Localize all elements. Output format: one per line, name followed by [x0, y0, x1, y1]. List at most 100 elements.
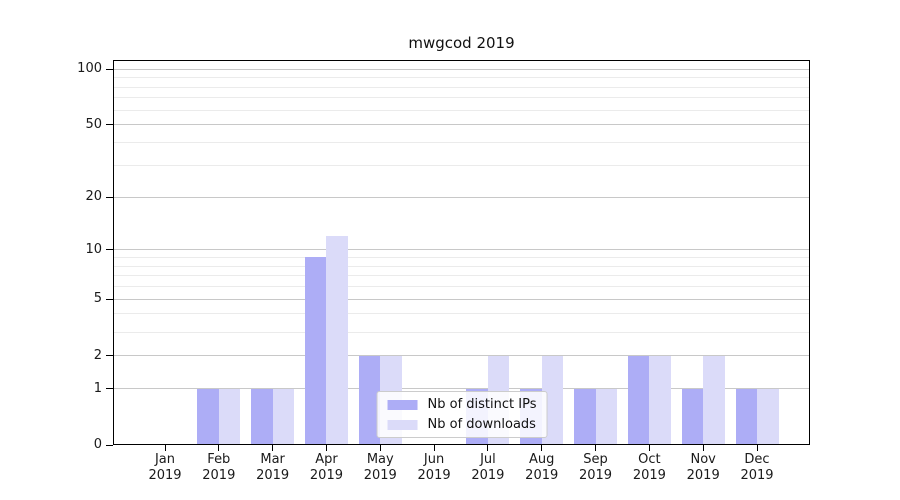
x-tick-year: 2019	[471, 468, 505, 483]
x-tick-label-feb: Feb 2019	[187, 452, 251, 484]
gridline-50	[113, 124, 810, 126]
gridline-6	[113, 286, 810, 288]
legend: Nb of distinct IPs Nb of downloads	[376, 391, 548, 438]
y-tick-label-1: 1	[93, 380, 102, 396]
bar-nb-of-distinct-ips-nov	[681, 388, 704, 445]
legend-item-downloads: Nb of downloads	[387, 417, 537, 432]
legend-label-downloads: Nb of downloads	[427, 417, 536, 432]
bar-nb-of-downloads-apr	[326, 236, 348, 445]
gridline-70	[113, 97, 810, 99]
gridline-40	[113, 142, 810, 144]
x-tick-label-jan: Jan 2019	[133, 452, 197, 484]
y-tick-label-10: 10	[85, 241, 102, 257]
gridline-5	[113, 298, 810, 300]
gridline-8	[113, 265, 810, 267]
x-tick-year: 2019	[417, 468, 451, 483]
x-tick-mark-aug	[541, 445, 543, 451]
x-tick-mark-oct	[648, 445, 650, 451]
bar-nb-of-distinct-ips-apr	[304, 257, 327, 445]
y-tick-label-20: 20	[85, 189, 102, 205]
legend-swatch-downloads	[387, 419, 418, 430]
bar-nb-of-downloads-feb	[218, 388, 241, 445]
x-tick-mark-jul	[487, 445, 489, 451]
x-tick-label-jul: Jul 2019	[456, 452, 520, 484]
gridline-100	[113, 68, 810, 70]
y-tick-mark-10	[106, 249, 113, 251]
y-tick-label-5: 5	[93, 291, 102, 307]
legend-swatch-distinct-ips	[387, 399, 418, 410]
gridline-80	[113, 86, 810, 88]
x-tick-year: 2019	[202, 468, 236, 483]
x-tick-label-nov: Nov 2019	[671, 452, 735, 484]
x-tick-year: 2019	[686, 468, 720, 483]
x-tick-month: Dec	[744, 452, 770, 467]
x-tick-mark-nov	[702, 445, 704, 451]
x-tick-month: Jul	[480, 452, 496, 467]
x-tick-mark-jun	[433, 445, 435, 451]
gridline-9	[113, 256, 810, 258]
x-tick-mark-sep	[595, 445, 597, 451]
x-tick-month: Sep	[583, 452, 608, 467]
x-tick-month: May	[366, 452, 394, 467]
x-tick-year: 2019	[632, 468, 666, 483]
bar-nb-of-distinct-ips-dec	[735, 388, 757, 445]
gridline-60	[113, 109, 810, 111]
x-tick-label-may: May 2019	[348, 452, 412, 484]
x-tick-label-apr: Apr 2019	[294, 452, 358, 484]
y-tick-label-2: 2	[93, 347, 102, 363]
x-tick-year: 2019	[740, 468, 774, 483]
x-tick-label-sep: Sep 2019	[564, 452, 628, 484]
x-tick-label-aug: Aug 2019	[510, 452, 574, 484]
x-tick-mark-mar	[272, 445, 274, 451]
y-tick-mark-0	[106, 444, 113, 446]
bar-nb-of-downloads-dec	[757, 388, 779, 445]
bar-nb-of-downloads-nov	[703, 355, 725, 445]
x-tick-mark-apr	[325, 445, 327, 451]
gridline-20	[113, 196, 810, 198]
x-tick-label-mar: Mar 2019	[241, 452, 305, 484]
bar-nb-of-distinct-ips-feb	[197, 388, 219, 445]
bar-nb-of-downloads-sep	[595, 388, 618, 445]
gridline-2	[113, 355, 810, 357]
y-tick-label-100: 100	[77, 61, 102, 77]
x-tick-month: Apr	[315, 452, 338, 467]
y-tick-mark-100	[106, 68, 113, 70]
x-tick-month: Jan	[154, 452, 176, 467]
y-tick-label-50: 50	[85, 116, 102, 132]
bar-nb-of-distinct-ips-oct	[627, 355, 650, 445]
x-tick-year: 2019	[256, 468, 290, 483]
y-tick-mark-20	[106, 196, 113, 198]
x-tick-year: 2019	[148, 468, 182, 483]
y-tick-mark-1	[106, 388, 113, 390]
bar-nb-of-distinct-ips-mar	[251, 388, 273, 445]
x-tick-label-oct: Oct 2019	[617, 452, 681, 484]
gridline-3	[113, 331, 810, 333]
x-tick-year: 2019	[363, 468, 397, 483]
x-tick-month: Feb	[207, 452, 231, 467]
gridline-30	[113, 164, 810, 166]
bar-nb-of-downloads-oct	[649, 355, 671, 445]
x-tick-label-jun: Jun 2019	[402, 452, 466, 484]
bar-nb-of-distinct-ips-sep	[574, 388, 596, 445]
y-tick-mark-2	[106, 355, 113, 357]
gridline-4	[113, 313, 810, 315]
x-tick-year: 2019	[525, 468, 559, 483]
y-tick-mark-50	[106, 124, 113, 126]
x-tick-mark-may	[379, 445, 381, 451]
x-tick-month: Nov	[690, 452, 716, 467]
y-tick-mark-5	[106, 298, 113, 300]
chart-title: mwgcod 2019	[408, 34, 515, 52]
x-tick-mark-jan	[164, 445, 166, 451]
y-tick-label-0: 0	[93, 437, 102, 452]
legend-item-distinct-ips: Nb of distinct IPs	[387, 397, 537, 412]
gridline-10	[113, 249, 810, 251]
x-tick-month: Aug	[529, 452, 555, 467]
gridline-90	[113, 77, 810, 79]
gridline-7	[113, 275, 810, 277]
x-tick-year: 2019	[309, 468, 343, 483]
x-tick-month: Jun	[423, 452, 445, 467]
legend-label-distinct-ips: Nb of distinct IPs	[427, 397, 537, 412]
bar-nb-of-distinct-ips-may	[358, 355, 381, 445]
x-tick-label-dec: Dec 2019	[725, 452, 789, 484]
